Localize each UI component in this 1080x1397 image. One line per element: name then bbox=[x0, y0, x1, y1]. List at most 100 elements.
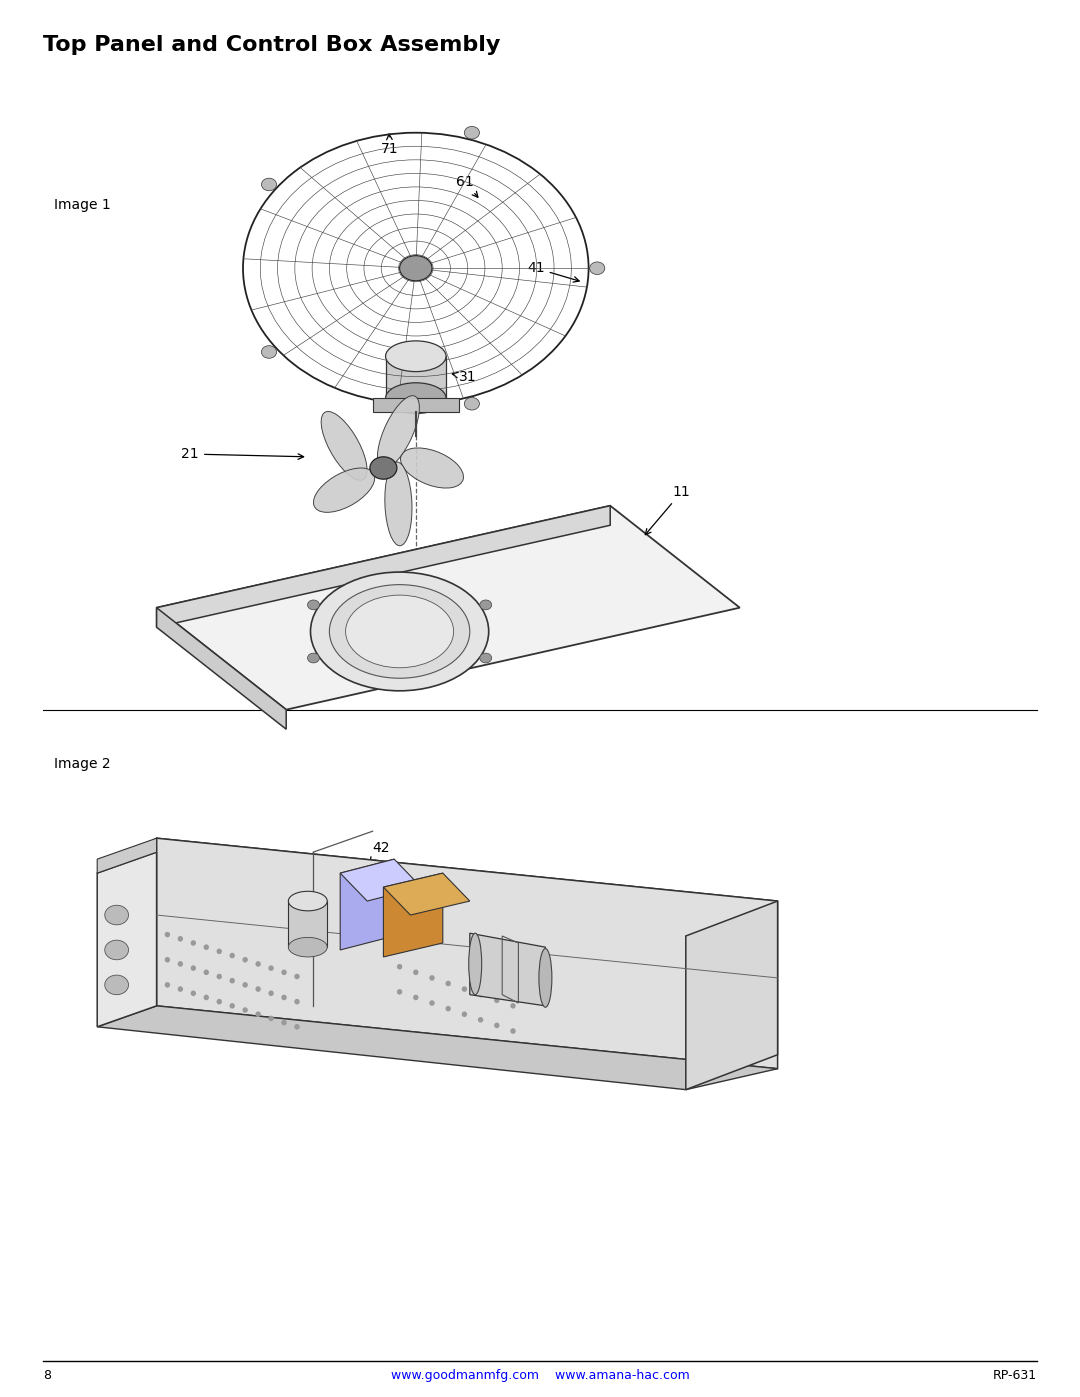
Ellipse shape bbox=[165, 957, 171, 963]
Ellipse shape bbox=[308, 654, 320, 664]
Ellipse shape bbox=[329, 584, 470, 679]
Ellipse shape bbox=[288, 937, 327, 957]
Text: 62: 62 bbox=[405, 997, 487, 1016]
Ellipse shape bbox=[494, 997, 499, 1003]
Ellipse shape bbox=[590, 263, 605, 274]
Polygon shape bbox=[383, 873, 470, 915]
Ellipse shape bbox=[229, 1003, 235, 1009]
Ellipse shape bbox=[256, 1011, 261, 1017]
Ellipse shape bbox=[480, 599, 491, 609]
Ellipse shape bbox=[261, 179, 276, 191]
Ellipse shape bbox=[242, 982, 247, 988]
Ellipse shape bbox=[217, 974, 222, 979]
Ellipse shape bbox=[256, 961, 261, 967]
Ellipse shape bbox=[165, 932, 171, 937]
Polygon shape bbox=[340, 859, 421, 901]
Polygon shape bbox=[97, 838, 157, 873]
Ellipse shape bbox=[430, 975, 434, 981]
Ellipse shape bbox=[469, 933, 482, 995]
Polygon shape bbox=[686, 901, 778, 1090]
Ellipse shape bbox=[217, 949, 222, 954]
Ellipse shape bbox=[282, 995, 287, 1000]
Ellipse shape bbox=[386, 341, 446, 372]
Polygon shape bbox=[97, 1006, 778, 1090]
Ellipse shape bbox=[511, 1028, 516, 1034]
Ellipse shape bbox=[308, 599, 320, 609]
Text: 21: 21 bbox=[181, 447, 303, 461]
Ellipse shape bbox=[384, 462, 411, 546]
Ellipse shape bbox=[268, 990, 274, 996]
Ellipse shape bbox=[191, 965, 197, 971]
Polygon shape bbox=[157, 838, 778, 1069]
Polygon shape bbox=[97, 838, 778, 936]
Ellipse shape bbox=[313, 468, 375, 513]
Polygon shape bbox=[157, 506, 610, 627]
Text: Top Panel and Control Box Assembly: Top Panel and Control Box Assembly bbox=[43, 35, 500, 54]
Ellipse shape bbox=[191, 940, 197, 946]
Ellipse shape bbox=[178, 936, 184, 942]
Ellipse shape bbox=[256, 986, 261, 992]
Ellipse shape bbox=[204, 944, 210, 950]
Ellipse shape bbox=[282, 970, 287, 975]
Ellipse shape bbox=[204, 970, 210, 975]
Ellipse shape bbox=[204, 995, 210, 1000]
Ellipse shape bbox=[105, 940, 129, 960]
Ellipse shape bbox=[178, 986, 184, 992]
Ellipse shape bbox=[369, 457, 397, 479]
Ellipse shape bbox=[191, 990, 197, 996]
Ellipse shape bbox=[397, 964, 402, 970]
Ellipse shape bbox=[478, 992, 484, 997]
Polygon shape bbox=[470, 933, 545, 1006]
Ellipse shape bbox=[462, 1011, 467, 1017]
Polygon shape bbox=[386, 356, 446, 398]
Ellipse shape bbox=[229, 953, 235, 958]
Ellipse shape bbox=[242, 957, 247, 963]
Text: RP-631: RP-631 bbox=[993, 1369, 1037, 1382]
Text: 8: 8 bbox=[43, 1369, 51, 1382]
Ellipse shape bbox=[480, 654, 491, 664]
Ellipse shape bbox=[462, 986, 467, 992]
Ellipse shape bbox=[414, 970, 419, 975]
Ellipse shape bbox=[464, 398, 480, 411]
Ellipse shape bbox=[294, 1024, 300, 1030]
Ellipse shape bbox=[165, 982, 171, 988]
Ellipse shape bbox=[401, 448, 463, 488]
Ellipse shape bbox=[105, 975, 129, 995]
Text: 12: 12 bbox=[129, 914, 217, 929]
Ellipse shape bbox=[294, 974, 300, 979]
Ellipse shape bbox=[268, 1016, 274, 1021]
Polygon shape bbox=[340, 859, 394, 950]
Text: 42: 42 bbox=[369, 841, 390, 863]
Polygon shape bbox=[157, 506, 740, 710]
Text: 41: 41 bbox=[527, 261, 579, 282]
Ellipse shape bbox=[217, 999, 222, 1004]
Text: 71: 71 bbox=[381, 134, 399, 156]
Polygon shape bbox=[97, 852, 157, 1027]
Ellipse shape bbox=[446, 981, 451, 986]
Ellipse shape bbox=[478, 1017, 484, 1023]
Ellipse shape bbox=[105, 905, 129, 925]
Ellipse shape bbox=[446, 1006, 451, 1011]
Ellipse shape bbox=[511, 1003, 516, 1009]
Text: Image 1: Image 1 bbox=[54, 198, 111, 212]
Polygon shape bbox=[373, 398, 459, 412]
Ellipse shape bbox=[242, 1007, 247, 1013]
Ellipse shape bbox=[377, 395, 419, 468]
Ellipse shape bbox=[400, 256, 432, 281]
Ellipse shape bbox=[346, 595, 454, 668]
Text: 11: 11 bbox=[646, 485, 690, 535]
Text: 61: 61 bbox=[456, 175, 478, 197]
Text: 52: 52 bbox=[451, 964, 514, 983]
Text: www.goodmanmfg.com    www.amana-hac.com: www.goodmanmfg.com www.amana-hac.com bbox=[391, 1369, 689, 1382]
Polygon shape bbox=[383, 873, 443, 957]
Text: Image 2: Image 2 bbox=[54, 757, 110, 771]
Ellipse shape bbox=[494, 1023, 499, 1028]
Ellipse shape bbox=[288, 891, 327, 911]
Polygon shape bbox=[157, 608, 286, 729]
Ellipse shape bbox=[386, 383, 446, 414]
Ellipse shape bbox=[282, 1020, 287, 1025]
Ellipse shape bbox=[229, 978, 235, 983]
Ellipse shape bbox=[464, 126, 480, 138]
Ellipse shape bbox=[268, 965, 274, 971]
Ellipse shape bbox=[294, 999, 300, 1004]
